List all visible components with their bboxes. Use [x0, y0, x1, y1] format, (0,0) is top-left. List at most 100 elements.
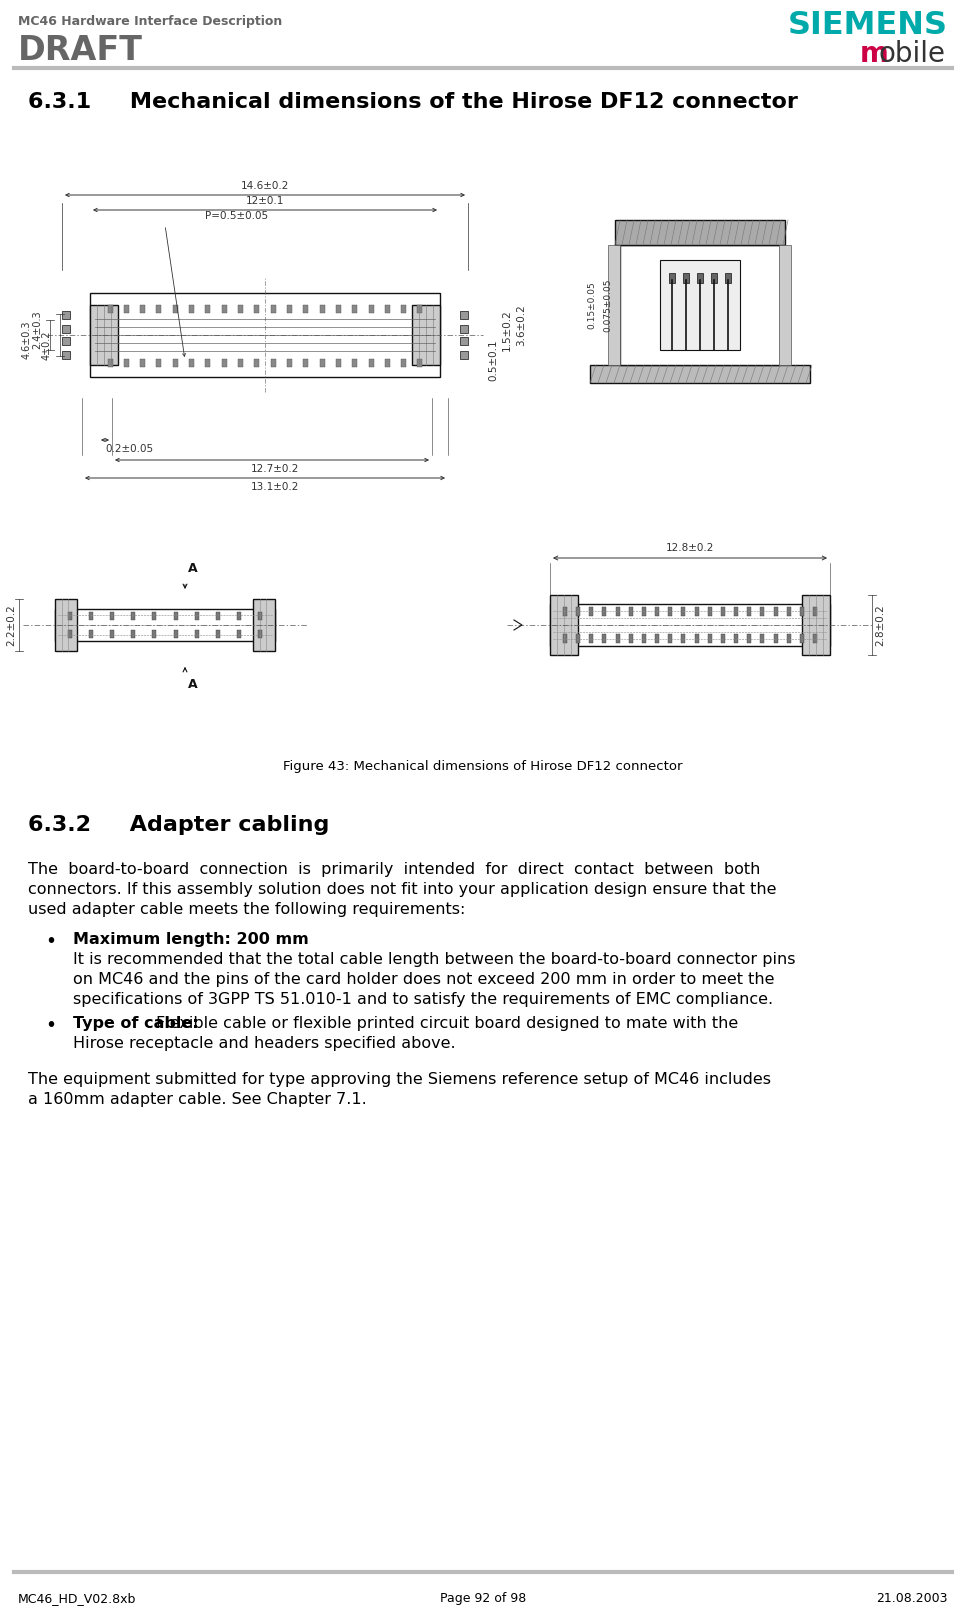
Bar [721, 608, 724, 616]
Bar [460, 325, 468, 333]
Bar [55, 609, 275, 642]
Text: 0.15±0.05: 0.15±0.05 [587, 281, 596, 330]
Bar [110, 612, 114, 621]
Text: •: • [45, 1016, 56, 1034]
Text: Page 92 of 98: Page 92 of 98 [440, 1592, 526, 1605]
Bar [550, 595, 578, 654]
Text: a 160mm adapter cable. See Chapter 7.1.: a 160mm adapter cable. See Chapter 7.1. [28, 1092, 367, 1107]
Bar [417, 305, 422, 314]
Bar [206, 359, 211, 367]
Bar [774, 633, 778, 643]
Bar [655, 608, 659, 616]
Text: 12±0.1: 12±0.1 [245, 196, 284, 205]
Text: Type of cable:: Type of cable: [73, 1016, 199, 1031]
Bar [353, 359, 357, 367]
Text: 6.3.2     Adapter cabling: 6.3.2 Adapter cabling [28, 814, 329, 835]
Bar [174, 612, 178, 621]
Bar [206, 305, 211, 314]
Text: on MC46 and the pins of the card holder does not exceed 200 mm in order to meet : on MC46 and the pins of the card holder … [73, 971, 775, 987]
Bar [697, 273, 703, 283]
Bar [615, 608, 619, 616]
Bar [238, 359, 243, 367]
Bar [107, 305, 112, 314]
Bar [760, 633, 764, 643]
Bar [369, 305, 374, 314]
Bar [254, 305, 259, 314]
Bar [336, 359, 341, 367]
Bar [173, 359, 178, 367]
Text: 13.1±0.2: 13.1±0.2 [251, 482, 299, 491]
Bar [55, 600, 77, 651]
Text: 2.8±0.2: 2.8±0.2 [875, 604, 885, 646]
Bar [550, 604, 830, 646]
Bar [603, 608, 607, 616]
Bar [90, 292, 440, 377]
Bar [89, 630, 93, 638]
Bar [669, 273, 675, 283]
Bar [384, 359, 390, 367]
Text: Figure 43: Mechanical dimensions of Hirose DF12 connector: Figure 43: Mechanical dimensions of Hiro… [283, 760, 683, 772]
Bar [258, 612, 262, 621]
Text: A: A [188, 562, 198, 575]
Text: 12.7±0.2: 12.7±0.2 [251, 464, 299, 473]
Bar [384, 305, 390, 314]
Text: 0.5±0.1: 0.5±0.1 [488, 339, 498, 381]
Bar [222, 359, 227, 367]
Text: 3.6±0.2: 3.6±0.2 [516, 304, 526, 346]
Text: SIEMENS: SIEMENS [788, 10, 948, 40]
Bar [131, 630, 135, 638]
Bar [615, 220, 785, 246]
Bar [195, 630, 199, 638]
Text: used adapter cable meets the following requirements:: used adapter cable meets the following r… [28, 902, 466, 916]
Text: •: • [45, 932, 56, 950]
Bar [786, 633, 791, 643]
Bar [254, 359, 259, 367]
Bar [303, 305, 308, 314]
Bar [711, 273, 717, 283]
Bar [603, 633, 607, 643]
Bar [668, 633, 672, 643]
Text: MC46_HD_V02.8xb: MC46_HD_V02.8xb [18, 1592, 136, 1605]
Bar [563, 608, 567, 616]
Text: obile: obile [878, 40, 945, 68]
Bar [460, 310, 468, 318]
Text: 14.6±0.2: 14.6±0.2 [241, 181, 289, 191]
Bar [576, 633, 581, 643]
Bar [156, 359, 161, 367]
Bar [189, 305, 194, 314]
Bar [320, 359, 325, 367]
Bar [124, 305, 128, 314]
Bar [642, 608, 646, 616]
Bar [62, 338, 70, 344]
Bar [681, 608, 686, 616]
Bar [258, 630, 262, 638]
Bar [576, 608, 581, 616]
Bar [287, 305, 292, 314]
Bar [800, 633, 804, 643]
Bar [412, 305, 440, 365]
Bar [813, 608, 817, 616]
Bar [215, 612, 220, 621]
Bar [401, 305, 406, 314]
Bar [156, 305, 161, 314]
Bar [174, 630, 178, 638]
Bar [660, 260, 740, 351]
Bar [62, 325, 70, 333]
Bar [708, 608, 712, 616]
Bar [153, 612, 156, 621]
Bar [401, 359, 406, 367]
Text: DRAFT: DRAFT [18, 34, 143, 66]
Bar [608, 246, 620, 365]
Bar [721, 633, 724, 643]
Text: 1.5±0.2: 1.5±0.2 [502, 309, 512, 351]
Text: 0.075±0.05: 0.075±0.05 [604, 278, 612, 331]
Text: 2.4±0.3: 2.4±0.3 [32, 310, 42, 349]
Text: P=0.5±0.05: P=0.5±0.05 [205, 212, 269, 221]
Bar [695, 633, 698, 643]
Bar [320, 305, 325, 314]
Text: 2.2±0.2: 2.2±0.2 [6, 604, 16, 646]
Bar [725, 273, 731, 283]
Bar [110, 630, 114, 638]
Bar [786, 608, 791, 616]
Bar [779, 246, 791, 365]
